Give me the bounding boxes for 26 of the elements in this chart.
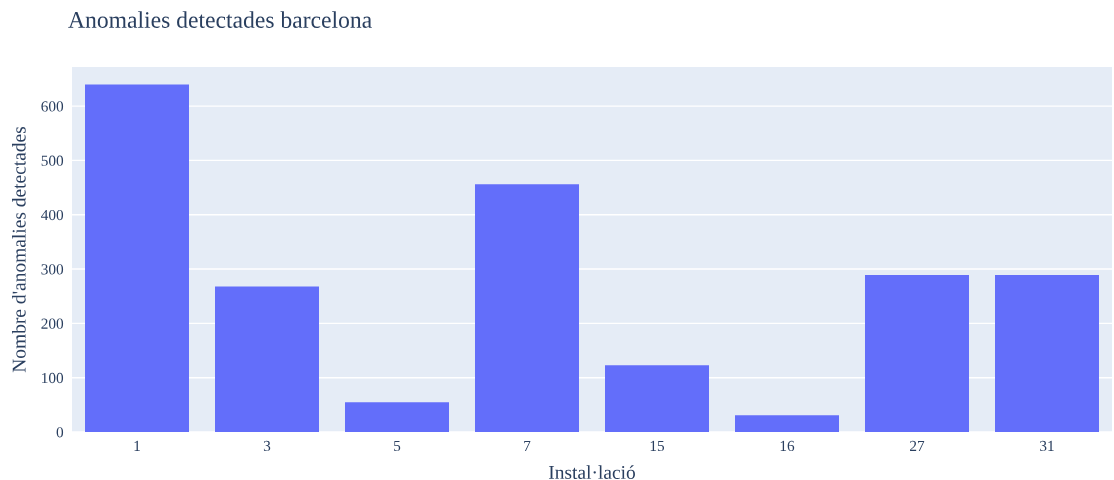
x-tick-label: 31 [1040, 440, 1054, 452]
bar [735, 415, 839, 432]
y-axis-title: Nombre d'anomalies detectades [12, 126, 26, 373]
chart-title: Anomalies detectades barcelona [68, 11, 372, 28]
y-tick-label: 400 [41, 209, 64, 221]
x-tick-label: 5 [394, 440, 401, 452]
x-tick-label: 3 [263, 440, 271, 452]
bar [345, 402, 449, 432]
bar [475, 184, 579, 432]
x-tick-label: 27 [910, 440, 925, 451]
y-tick-label: 300 [41, 264, 64, 275]
x-axis-title: Instal·lació [548, 465, 635, 479]
y-tick-label: 600 [41, 101, 64, 112]
y-tick-label: 500 [41, 155, 64, 166]
bar [995, 275, 1099, 432]
bar [865, 275, 969, 432]
bar [605, 365, 709, 432]
bar [215, 286, 319, 432]
y-tick-label: 100 [42, 372, 64, 384]
x-tick-label: 7 [524, 440, 531, 451]
x-tick-label: 16 [780, 440, 795, 452]
y-tick-label: 200 [41, 318, 64, 329]
bar [85, 84, 189, 432]
x-tick-label: 1 [134, 440, 140, 451]
y-tick-label: 0 [56, 427, 64, 438]
x-tick-label: 15 [650, 440, 665, 452]
